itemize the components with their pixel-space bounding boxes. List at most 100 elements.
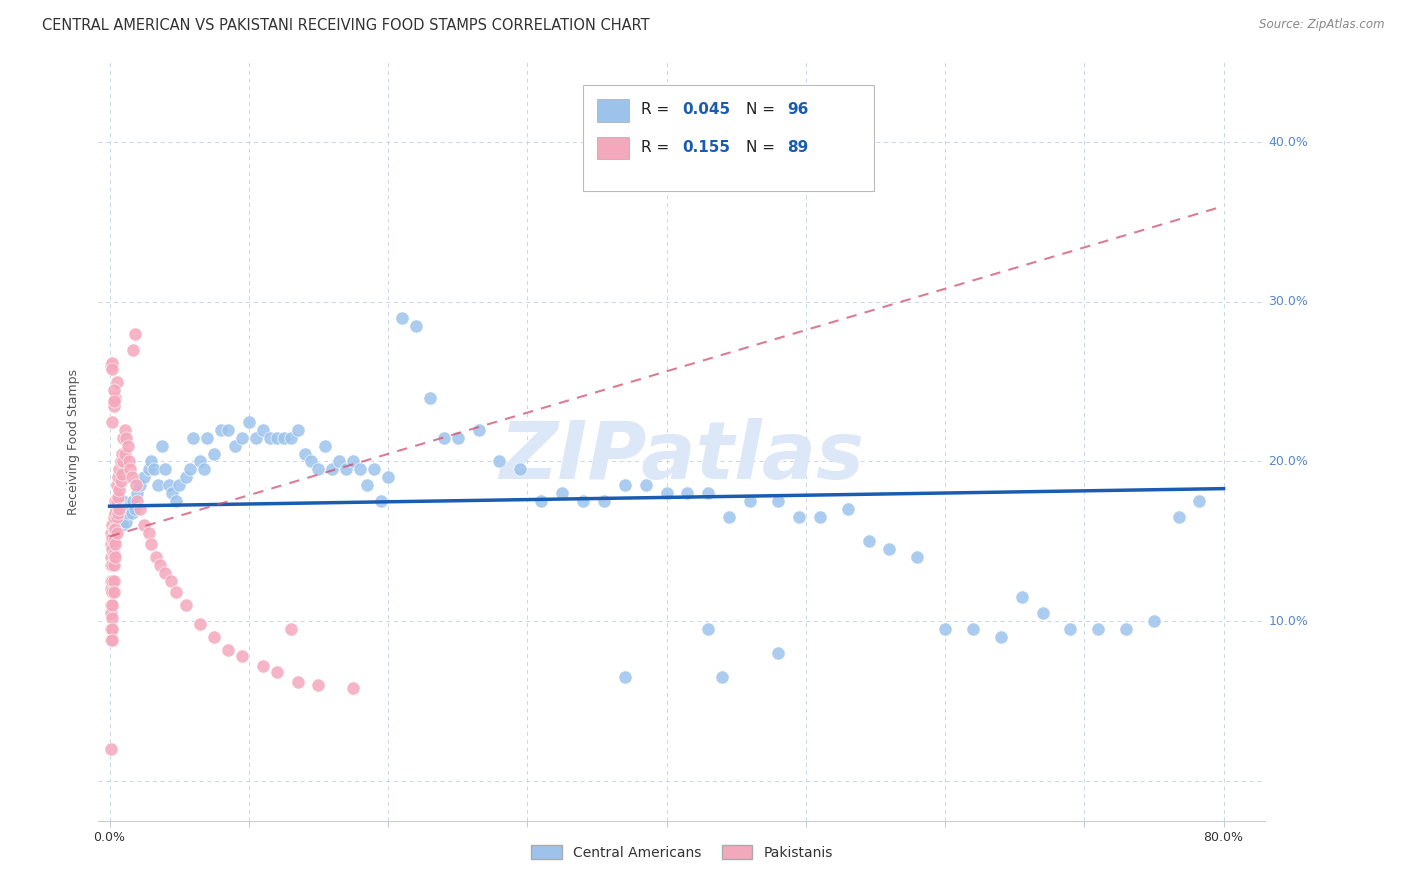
Point [104, 506, 127, 520]
Point [287, 674, 309, 689]
Point [676, 486, 699, 500]
Point [108, 462, 131, 476]
Legend: Central Americans, Pakistanis: Central Americans, Pakistanis [524, 838, 839, 867]
Point [405, 318, 427, 333]
Y-axis label: Receiving Food Stamps: Receiving Food Stamps [67, 368, 80, 515]
Point [572, 494, 595, 508]
Point [245, 431, 267, 445]
Point [141, 537, 163, 551]
Point [433, 431, 456, 445]
Point [231, 431, 253, 445]
Point [174, 470, 197, 484]
Point [188, 617, 211, 632]
Point [766, 646, 789, 660]
Point [105, 502, 128, 516]
Point [100, 574, 122, 589]
Point [108, 502, 131, 516]
Point [266, 665, 288, 680]
Point [100, 622, 122, 636]
Point [307, 678, 329, 692]
Point [105, 494, 128, 508]
Point [125, 478, 148, 492]
Point [103, 574, 125, 589]
Point [115, 515, 138, 529]
Point [1087, 622, 1109, 636]
Point [103, 510, 125, 524]
Point [697, 622, 720, 636]
Point [718, 510, 741, 524]
Point [134, 470, 156, 484]
Point [1143, 614, 1166, 628]
Point [634, 478, 657, 492]
Point [188, 454, 211, 468]
Point [105, 526, 128, 541]
Point [103, 522, 125, 536]
Point [120, 462, 142, 476]
Point [419, 391, 441, 405]
Point [181, 431, 204, 445]
Point [259, 431, 281, 445]
FancyBboxPatch shape [582, 85, 875, 191]
Point [152, 438, 174, 452]
Text: ZIPatlas: ZIPatlas [499, 417, 865, 496]
Point [127, 494, 149, 508]
Point [301, 454, 323, 468]
Point [155, 462, 177, 476]
Point [127, 486, 149, 500]
Point [202, 446, 225, 460]
Point [124, 502, 146, 516]
Point [155, 566, 177, 581]
Point [314, 438, 336, 452]
Point [100, 558, 122, 573]
Point [165, 585, 187, 599]
Point [100, 359, 122, 373]
Point [209, 423, 232, 437]
Point [613, 478, 636, 492]
Point [509, 462, 531, 476]
Point [107, 490, 129, 504]
Text: N =: N = [747, 140, 780, 155]
Point [1115, 622, 1137, 636]
Point [101, 518, 124, 533]
Point [252, 658, 274, 673]
Point [110, 474, 132, 488]
Point [103, 558, 125, 573]
Point [165, 494, 187, 508]
Point [103, 547, 125, 561]
Text: 40.0%: 40.0% [1268, 136, 1308, 149]
Point [363, 462, 385, 476]
Point [114, 423, 136, 437]
Point [101, 633, 124, 648]
Point [108, 483, 131, 498]
Point [138, 462, 160, 476]
Point [107, 470, 129, 484]
Point [808, 510, 831, 524]
Point [103, 393, 125, 408]
Point [273, 431, 295, 445]
Point [101, 531, 124, 545]
Point [101, 558, 124, 573]
Point [160, 574, 183, 589]
Point [111, 446, 134, 460]
Point [112, 431, 135, 445]
Point [159, 478, 181, 492]
Point [100, 526, 122, 541]
Point [193, 462, 215, 476]
Point [766, 494, 789, 508]
Point [117, 506, 139, 520]
Point [100, 633, 122, 648]
Point [100, 598, 122, 612]
Point [1032, 606, 1054, 620]
Point [655, 486, 678, 500]
Point [114, 446, 136, 460]
Point [104, 391, 127, 405]
Point [134, 518, 156, 533]
Point [467, 423, 489, 437]
Point [100, 741, 122, 756]
Point [101, 598, 124, 612]
Text: R =: R = [641, 102, 675, 117]
Point [307, 462, 329, 476]
Text: 30.0%: 30.0% [1268, 295, 1308, 309]
Point [1011, 590, 1033, 604]
Point [391, 310, 413, 325]
